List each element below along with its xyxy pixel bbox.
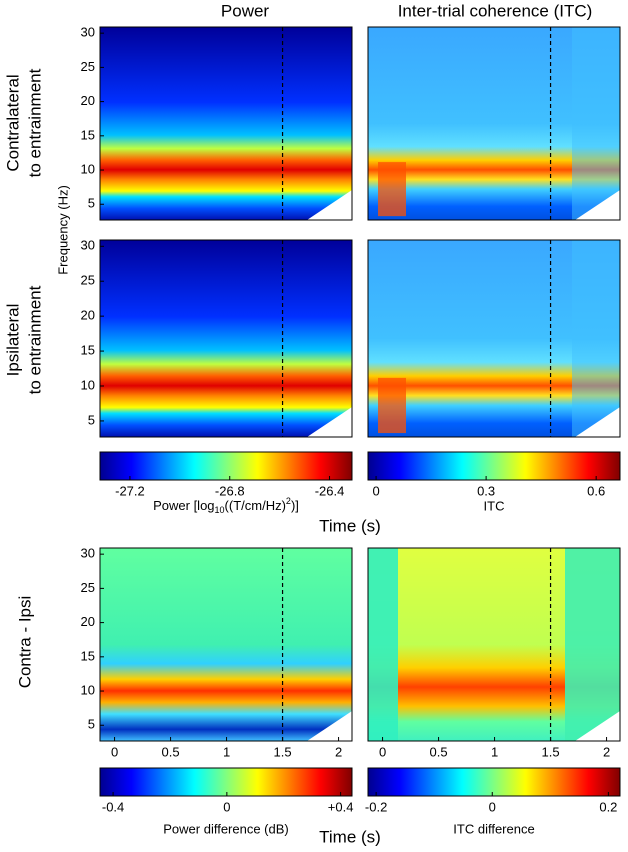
axes-frame (99, 239, 353, 438)
colorbar-tick-label: -26.8 (215, 483, 245, 498)
x-tick-label: 0.5 (430, 744, 448, 759)
colorbar (367, 451, 621, 481)
missing-region (307, 407, 352, 437)
colorbar-tick-label: 0 (223, 799, 230, 814)
row-label: to entrainment (25, 68, 44, 177)
x-axis-label: Time (s) (319, 827, 381, 846)
colorbar (99, 451, 353, 481)
y-tick-label: 20 (81, 93, 95, 108)
column-title: Inter-trial coherence (ITC) (398, 1, 593, 20)
column-title: Power (221, 1, 270, 20)
colorbar-label: Power [log10((T/cm/Hz)2)] (153, 496, 299, 515)
x-tick-label: 2 (603, 744, 610, 759)
x-tick-label: 1.5 (274, 744, 292, 759)
y-tick-label: 5 (88, 196, 95, 211)
heatmap-patch (572, 240, 620, 437)
colorbar-tick-label: -27.2 (115, 483, 145, 498)
y-tick-label: 10 (81, 682, 95, 697)
y-tick-label: 30 (81, 546, 95, 561)
missing-region (575, 190, 620, 220)
heatmap-patch (368, 548, 398, 741)
axes-frame (99, 547, 353, 742)
missing-region (307, 190, 352, 220)
axes-frame (367, 547, 621, 742)
heatmap-patch (378, 162, 406, 217)
y-axis-label: Frequency (Hz) (55, 185, 70, 275)
y-tick-label: 15 (81, 648, 95, 663)
axes-frame (99, 26, 353, 221)
y-tick-label: 5 (88, 717, 95, 732)
row-label: Contra - Ipsi (15, 596, 34, 689)
colorbar-tick-label: 0.6 (587, 483, 605, 498)
colorbar-label: ITC (484, 498, 505, 513)
heatmap-patch (565, 548, 620, 741)
heatmap-patch (378, 377, 406, 434)
colorbar-tick-label: -26.4 (315, 483, 345, 498)
colorbar-tick-label: 0 (372, 483, 379, 498)
colorbar-label: Power difference (dB) (163, 821, 289, 836)
y-tick-label: 20 (81, 308, 95, 323)
heatmap-patch (572, 27, 620, 220)
x-tick-label: 0 (111, 744, 118, 759)
colorbar-tick-label: -0.4 (102, 799, 124, 814)
colorbar (367, 767, 621, 797)
heatmap (100, 27, 352, 220)
heatmap (100, 240, 352, 437)
axes-frame (367, 26, 621, 221)
x-axis-label: Time (s) (319, 516, 381, 535)
colorbar-tick-label: -0.2 (365, 799, 387, 814)
colorbar-label: ITC difference (453, 821, 534, 836)
y-tick-label: 25 (81, 580, 95, 595)
colorbar-tick-label: 0.3 (477, 483, 495, 498)
x-tick-label: 1 (491, 744, 498, 759)
axes-frame (367, 239, 621, 438)
y-tick-label: 5 (88, 412, 95, 427)
colorbar (99, 767, 353, 797)
x-tick-label: 0.5 (162, 744, 180, 759)
y-tick-label: 25 (81, 273, 95, 288)
x-tick-label: 1 (223, 744, 230, 759)
y-tick-label: 30 (81, 25, 95, 40)
x-tick-label: 0 (379, 744, 386, 759)
y-tick-label: 15 (81, 127, 95, 142)
y-tick-label: 10 (81, 377, 95, 392)
colorbar-tick-label: +0.4 (328, 799, 354, 814)
y-tick-label: 20 (81, 614, 95, 629)
y-tick-label: 30 (81, 238, 95, 253)
y-tick-label: 25 (81, 59, 95, 74)
colorbar-tick-label: 0 (489, 799, 496, 814)
heatmap (100, 548, 352, 741)
x-tick-label: 1.5 (542, 744, 560, 759)
y-tick-label: 15 (81, 343, 95, 358)
row-label: Ipsilateral (3, 304, 22, 377)
colorbar-tick-label: 0.2 (599, 799, 617, 814)
row-label: to entrainment (25, 285, 44, 394)
missing-region (575, 407, 620, 437)
x-tick-label: 2 (335, 744, 342, 759)
missing-region (575, 711, 620, 741)
row-label: Contralateral (3, 74, 22, 171)
y-tick-label: 10 (81, 161, 95, 176)
missing-region (307, 711, 352, 741)
